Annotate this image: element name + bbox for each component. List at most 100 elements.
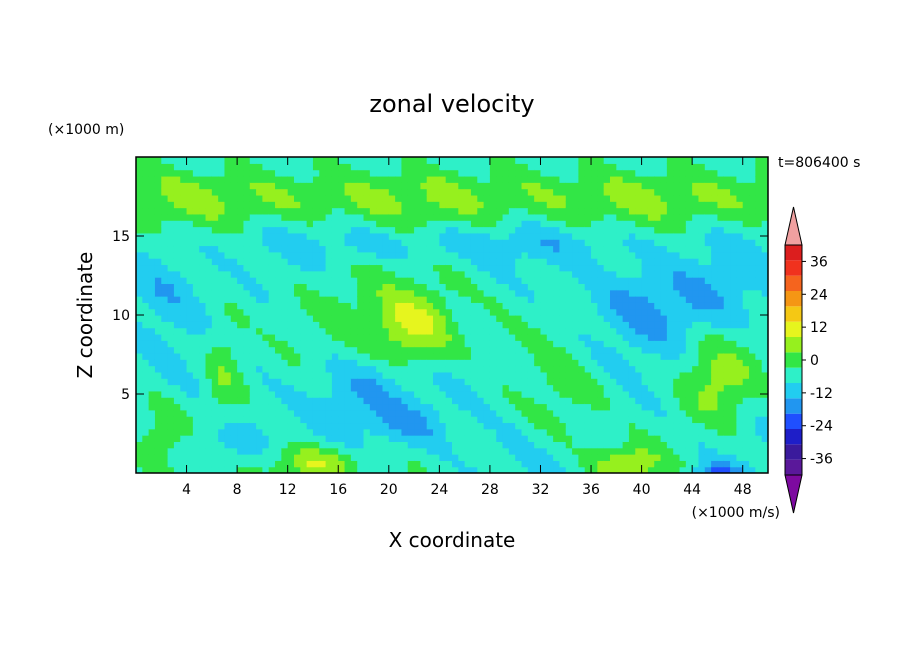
field-cell <box>382 460 390 468</box>
field-cell <box>534 277 542 284</box>
field-cell <box>540 441 548 449</box>
field-cell <box>704 277 712 284</box>
field-cell <box>692 359 700 367</box>
field-cell <box>230 340 238 348</box>
field-cell <box>218 213 226 221</box>
field-cell <box>312 308 320 316</box>
field-cell <box>610 169 617 177</box>
field-cell <box>755 201 763 209</box>
field-cell <box>243 466 251 473</box>
field-cell <box>445 220 453 228</box>
field-cell <box>736 213 744 221</box>
field-cell <box>515 454 523 461</box>
field-cell <box>616 416 624 424</box>
field-cell <box>319 403 327 411</box>
field-cell <box>452 365 459 373</box>
field-cell <box>578 346 586 354</box>
field-cell <box>540 365 548 373</box>
field-cell <box>470 175 478 183</box>
field-cell <box>338 258 346 266</box>
field-cell <box>679 447 687 455</box>
field-cell <box>666 378 674 386</box>
field-cell <box>553 460 561 468</box>
field-cell <box>496 251 504 259</box>
field-cell <box>218 435 226 442</box>
field-cell <box>698 264 706 272</box>
field-cell <box>597 359 605 367</box>
field-cell <box>761 340 768 348</box>
field-cell <box>515 315 523 322</box>
field-cell <box>287 277 295 284</box>
field-cell <box>230 194 238 202</box>
field-cell <box>262 409 270 417</box>
field-cell <box>692 422 700 430</box>
field-cell <box>420 220 428 228</box>
field-cell <box>616 409 624 417</box>
field-cell <box>325 409 333 417</box>
field-cell <box>173 447 181 455</box>
field-cell <box>540 182 548 190</box>
field-cell <box>249 157 257 164</box>
field-cell <box>199 352 207 360</box>
field-cell <box>458 232 466 240</box>
field-cell <box>635 371 643 379</box>
field-cell <box>180 220 188 228</box>
field-cell <box>692 333 700 341</box>
field-cell <box>237 194 245 202</box>
field-cell <box>180 251 188 259</box>
field-cell <box>692 302 700 310</box>
field-cell <box>268 327 276 335</box>
field-cell <box>565 163 573 171</box>
field-cell <box>192 466 200 473</box>
field-cell <box>407 327 415 335</box>
field-cell <box>142 239 150 247</box>
field-cell <box>591 365 598 373</box>
field-cell <box>218 447 226 455</box>
field-cell <box>287 441 295 449</box>
field-cell <box>679 169 687 177</box>
field-cell <box>376 207 384 215</box>
field-cell <box>622 157 630 164</box>
field-cell <box>477 441 485 449</box>
field-cell <box>407 283 415 291</box>
field-cell <box>470 270 478 278</box>
field-cell <box>673 340 681 348</box>
field-cell <box>445 213 453 221</box>
field-cell <box>426 466 434 473</box>
field-cell <box>363 397 371 405</box>
field-cell <box>319 226 327 234</box>
field-cell <box>338 359 346 367</box>
field-cell <box>742 352 750 360</box>
field-cell <box>489 416 497 424</box>
field-cell <box>167 321 175 329</box>
field-cell <box>407 365 415 373</box>
field-cell <box>647 175 655 183</box>
field-cell <box>306 182 314 190</box>
field-cell <box>218 371 226 379</box>
field-cell <box>692 163 700 171</box>
field-cell <box>749 384 756 392</box>
field-cell <box>420 466 428 473</box>
field-cell <box>654 157 662 164</box>
field-cell <box>635 308 643 316</box>
field-cell <box>483 390 491 398</box>
field-cell <box>464 213 472 221</box>
field-cell <box>578 327 586 335</box>
field-cell <box>736 169 744 177</box>
field-cell <box>711 327 719 335</box>
field-cell <box>148 441 156 449</box>
field-cell <box>237 340 245 348</box>
field-cell <box>357 182 365 190</box>
field-cell <box>540 460 548 468</box>
field-cell <box>237 403 245 411</box>
field-cell <box>173 175 181 183</box>
field-cell <box>439 201 447 209</box>
field-cell <box>388 157 396 164</box>
field-cell <box>679 384 687 392</box>
field-cell <box>572 251 579 259</box>
field-cell <box>338 352 346 360</box>
field-cell <box>685 333 693 341</box>
field-cell <box>749 352 756 360</box>
field-cell <box>287 220 295 228</box>
field-cell <box>211 428 219 436</box>
